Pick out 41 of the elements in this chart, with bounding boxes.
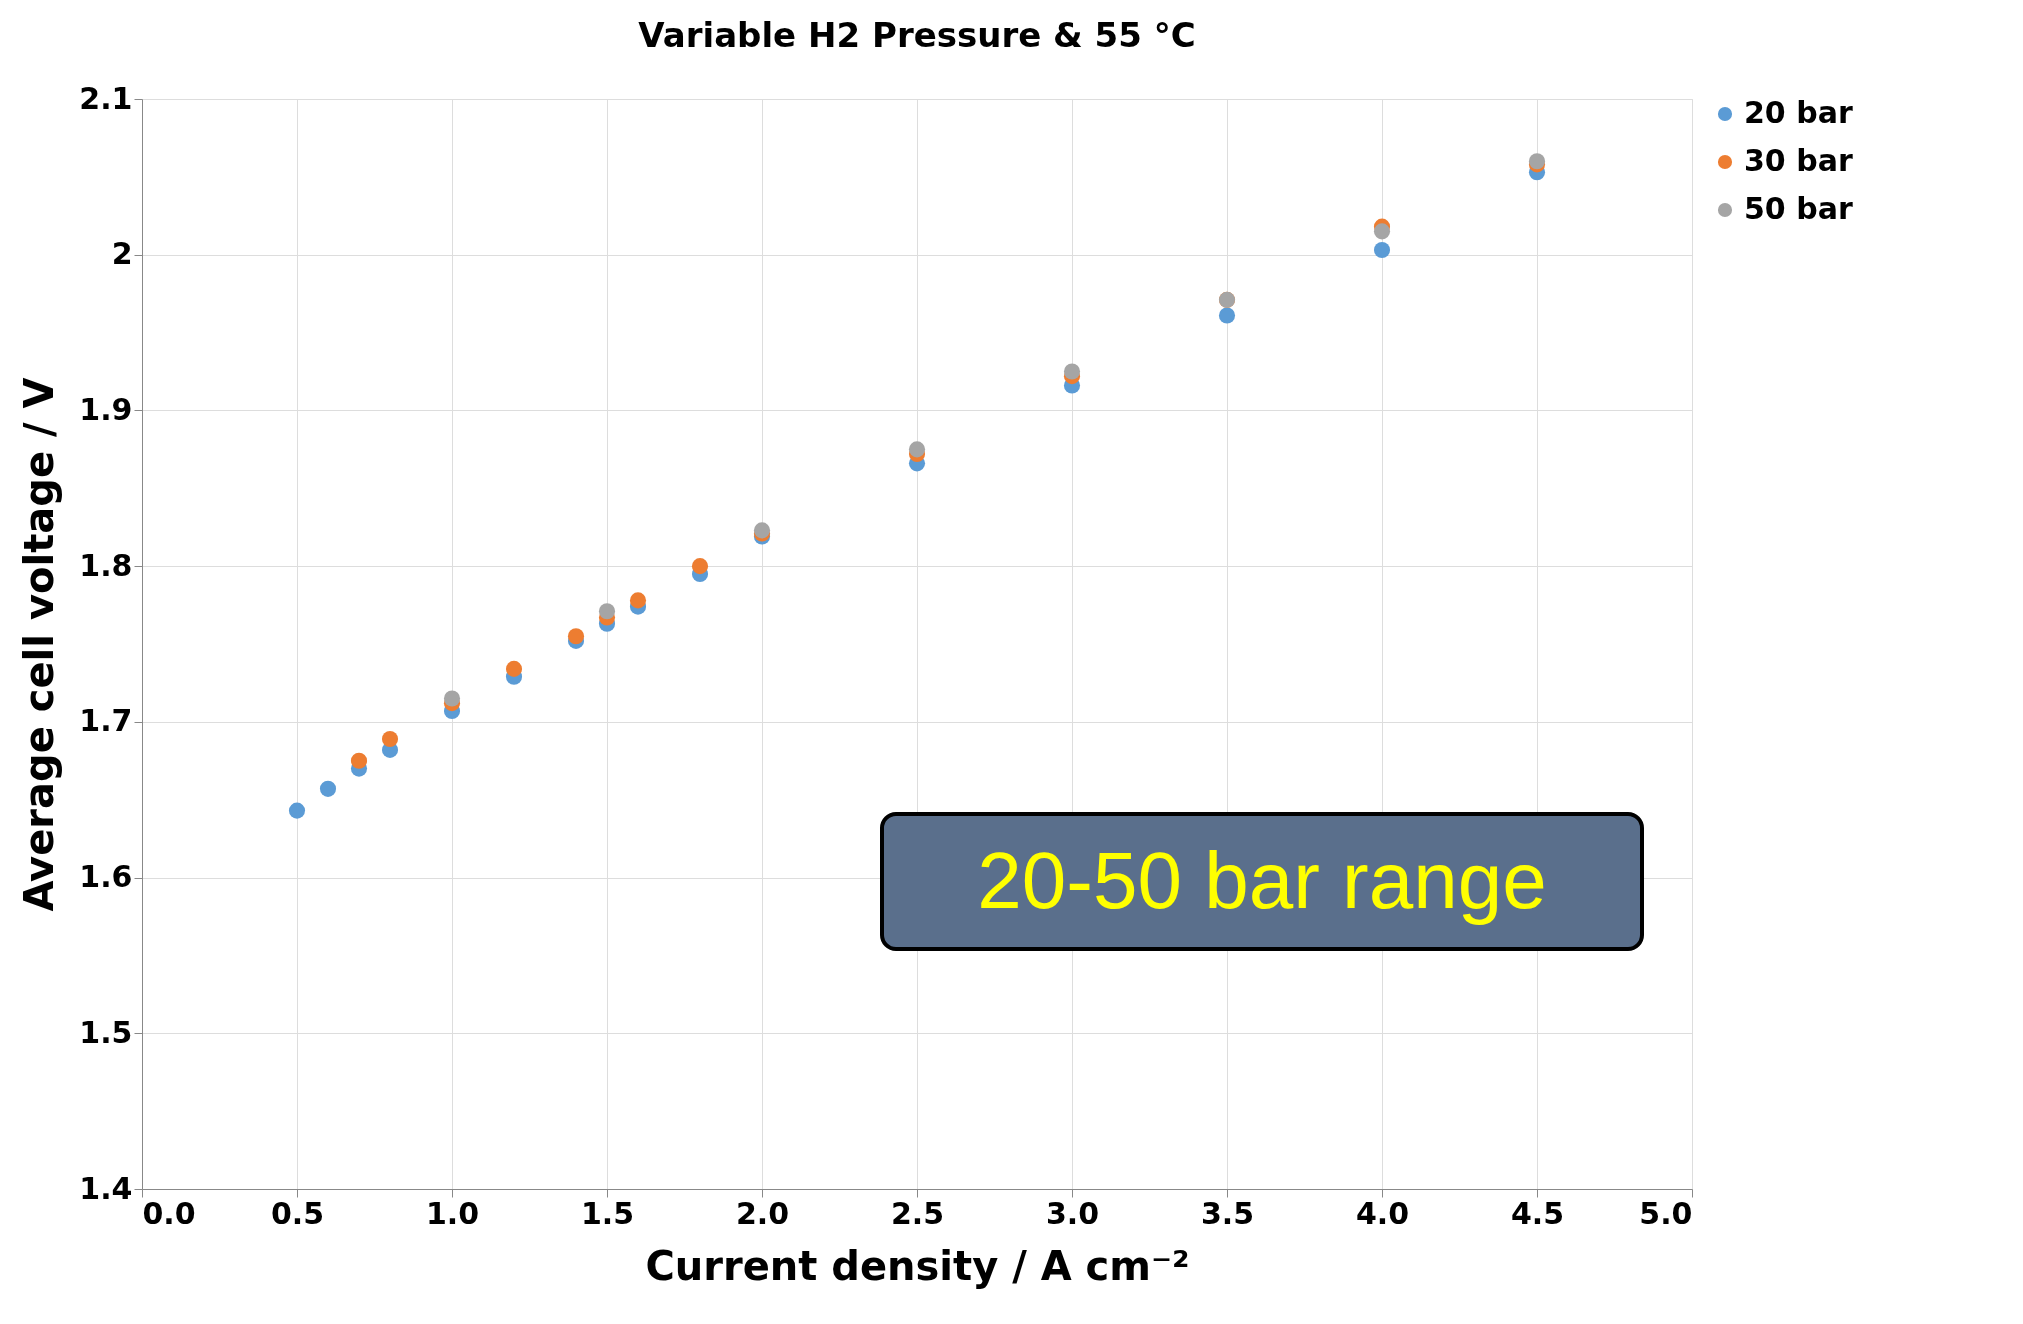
y-axis-title: Average cell voltage / V	[16, 377, 63, 912]
point	[1218, 307, 1236, 324]
x-tick-label: 0.5	[270, 1195, 325, 1231]
legend-label: 20 bar	[1744, 95, 1853, 130]
point	[1373, 242, 1391, 259]
point	[691, 558, 709, 575]
point	[908, 441, 926, 458]
point	[505, 660, 523, 677]
x-tick-label: 1.0	[425, 1195, 480, 1231]
point	[1063, 363, 1081, 380]
y-tick-label: 1.6	[79, 859, 133, 895]
x-tick-label: 4.5	[1510, 1195, 1565, 1231]
point	[288, 802, 306, 819]
y-tick-label: 1.4	[79, 1170, 133, 1206]
chart-title: Variable H2 Pressure & 55 °C	[638, 15, 1196, 55]
x-tick-label: 0.0	[142, 1195, 196, 1231]
y-tick-label: 1.5	[79, 1014, 133, 1050]
x-axis-title: Current density / A cm⁻²	[645, 1242, 1190, 1289]
annotation: 20-50 bar range	[977, 836, 1547, 925]
y-tick-label: 1.7	[79, 703, 133, 739]
point	[443, 690, 461, 707]
y-tick-label: 2.1	[79, 80, 133, 116]
x-tick-label: 2.0	[735, 1195, 790, 1231]
y-tick-label: 2	[111, 236, 133, 272]
point	[598, 603, 616, 620]
x-tick-label: 1.5	[580, 1195, 635, 1231]
y-tick-label: 1.9	[79, 391, 133, 427]
y-tick-label: 1.8	[79, 547, 133, 583]
point	[567, 628, 585, 645]
x-tick-label: 2.5	[890, 1195, 945, 1231]
x-tick-label: 3.0	[1045, 1195, 1100, 1231]
point	[1373, 223, 1391, 240]
legend-label: 30 bar	[1744, 143, 1853, 178]
point	[350, 752, 368, 769]
legend-label: 50 bar	[1744, 191, 1853, 226]
point	[381, 730, 399, 748]
x-tick-label: 5.0	[1639, 1195, 1693, 1231]
x-tick-label: 3.5	[1200, 1195, 1255, 1231]
point	[629, 592, 647, 609]
x-tick-label: 4.0	[1355, 1195, 1410, 1231]
point	[319, 780, 337, 797]
